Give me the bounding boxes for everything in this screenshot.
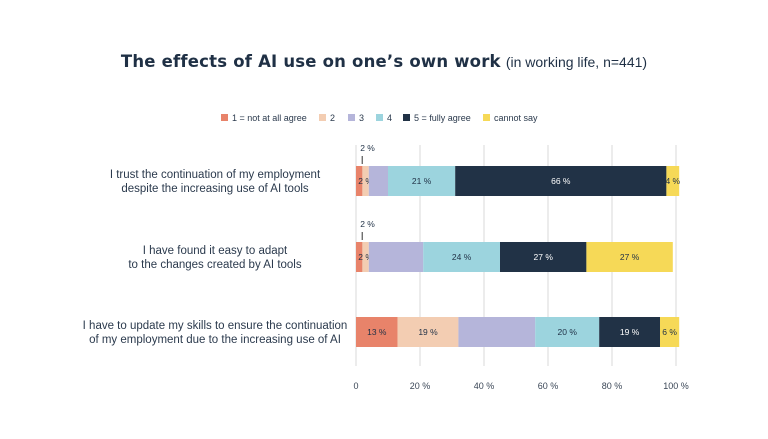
bar-segment	[586, 242, 673, 272]
legend-swatch	[483, 114, 490, 121]
bar-segment	[356, 166, 363, 196]
bar-segment	[388, 166, 456, 196]
bar-segment	[356, 317, 398, 347]
legend-label: cannot say	[494, 113, 538, 123]
bar-segment	[397, 317, 459, 347]
data-label: 21 %	[412, 176, 432, 186]
category-label: I have found it easy to adapt	[143, 245, 288, 257]
bar-segment	[356, 242, 363, 272]
chart-title-main: The effects of AI use on one’s own work	[120, 52, 501, 71]
data-label: 27 %	[620, 252, 640, 262]
bar-segment	[455, 166, 667, 196]
category-label: despite the increasing use of AI tools	[121, 183, 309, 195]
legend-swatch	[376, 114, 383, 121]
bar-segment	[368, 242, 424, 272]
x-tick-label: 40 %	[474, 381, 495, 391]
chart-subtitle: (in working life, n=441)	[505, 54, 648, 70]
x-tick-label: 100 %	[663, 381, 689, 391]
data-label: 4 %	[665, 176, 680, 186]
data-label: 2 %	[360, 143, 375, 153]
legend-label: 3	[359, 113, 364, 123]
data-label: 6 %	[662, 327, 677, 337]
category-label: of my employment due to the increasing u…	[89, 334, 341, 346]
bar-segment	[423, 242, 500, 272]
bar-segment	[458, 317, 536, 347]
data-label: 20 %	[558, 327, 578, 337]
bar-segment	[660, 317, 680, 347]
data-label: 2 %	[360, 219, 375, 229]
data-label: 2 %	[358, 252, 373, 262]
legend-swatch	[221, 114, 228, 121]
bar-segment	[368, 166, 388, 196]
data-label: 27 %	[534, 252, 554, 262]
legend-swatch	[348, 114, 355, 121]
legend-label: 2	[330, 113, 335, 123]
data-label: 13 %	[367, 327, 387, 337]
bar-segment	[599, 317, 660, 347]
legend-label: 4	[387, 113, 392, 123]
bar-segment	[362, 166, 369, 196]
data-label: 2 %	[358, 176, 373, 186]
data-label: 19 %	[620, 327, 640, 337]
bar-segment	[500, 242, 587, 272]
category-label: to the changes created by AI tools	[128, 259, 302, 271]
legend-swatch	[319, 114, 326, 121]
category-label: I trust the continuation of my employmen…	[110, 169, 321, 181]
data-label: 66 %	[551, 176, 571, 186]
category-label: I have to update my skills to ensure the…	[83, 320, 348, 332]
legend-swatch	[403, 114, 410, 121]
bar-segment	[666, 166, 680, 196]
bar-segment	[535, 317, 600, 347]
data-label: 24 %	[452, 252, 472, 262]
legend-label: 5 = fully agree	[414, 113, 471, 123]
x-tick-label: 60 %	[538, 381, 559, 391]
x-tick-label: 80 %	[602, 381, 623, 391]
bar-segment	[362, 242, 369, 272]
legend-label: 1 = not at all agree	[232, 113, 307, 123]
x-tick-label: 0	[353, 381, 358, 391]
x-tick-label: 20 %	[410, 381, 431, 391]
chart-title: The effects of AI use on one’s own work …	[0, 52, 768, 71]
data-label: 19 %	[418, 327, 438, 337]
